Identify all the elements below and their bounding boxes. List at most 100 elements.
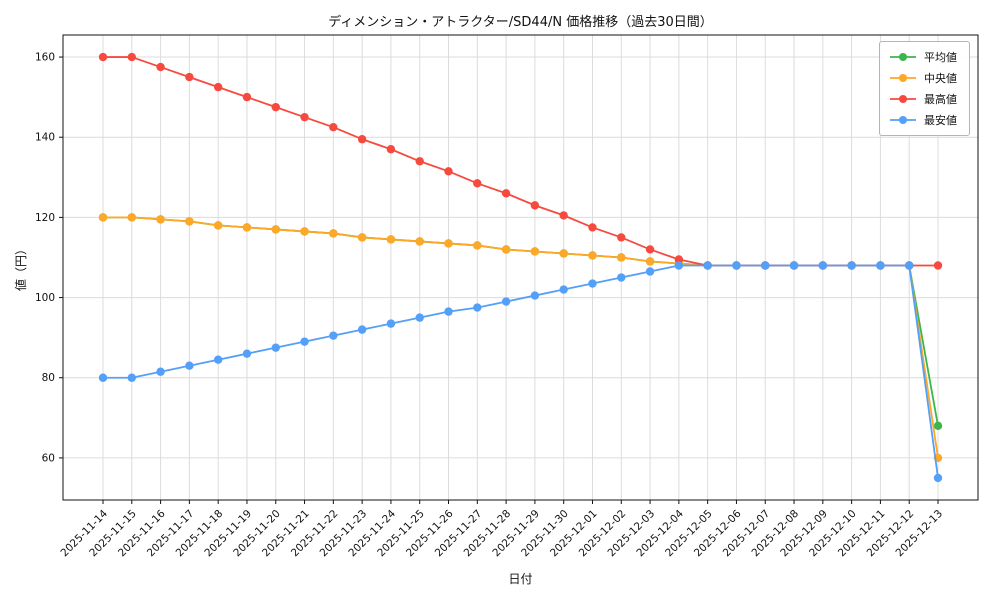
legend-label-mean: 平均値 — [924, 51, 957, 64]
data-point-median — [329, 229, 338, 238]
data-point-max — [473, 179, 482, 188]
legend: 平均値中央値最高値最安値 — [879, 41, 970, 136]
data-point-median — [588, 251, 597, 260]
data-point-min — [357, 325, 367, 334]
legend-item-min: 最安値 — [889, 112, 957, 128]
legend-item-median: 中央値 — [889, 70, 957, 86]
data-point-min — [386, 319, 396, 328]
legend-item-mean: 平均値 — [889, 49, 957, 65]
y-tick-label: 60 — [42, 452, 55, 464]
data-point-max — [386, 145, 396, 154]
data-point-median — [559, 249, 568, 258]
series-mean — [98, 213, 943, 431]
x-axis-label: 日付 — [508, 572, 533, 586]
legend-marker-median-icon — [890, 74, 916, 82]
data-point-min — [415, 313, 424, 322]
data-point-min — [933, 473, 943, 483]
data-point-max — [674, 255, 684, 264]
y-axis-label: 値（円） — [14, 243, 28, 292]
data-point-median — [444, 239, 453, 248]
data-point-max — [530, 201, 540, 210]
data-point-max — [933, 261, 943, 270]
data-point-min — [501, 297, 511, 306]
legend-label-median: 中央値 — [924, 72, 957, 85]
data-point-min — [271, 343, 280, 352]
data-point-max — [617, 233, 626, 242]
data-point-min — [156, 367, 165, 376]
data-point-median — [213, 221, 223, 230]
y-tick-label: 80 — [42, 372, 55, 384]
data-point-min — [645, 267, 655, 276]
data-point-max — [213, 82, 223, 92]
y-tick-label: 160 — [35, 52, 55, 64]
data-point-max — [444, 167, 453, 176]
y-tick-label: 100 — [35, 292, 55, 304]
series-line-median — [103, 216, 939, 459]
data-point-median — [185, 217, 194, 226]
data-point-max — [559, 211, 568, 220]
data-point-min — [905, 261, 914, 270]
legend-item-max: 最高値 — [889, 91, 957, 107]
series-line-mean — [103, 216, 939, 426]
data-point-median — [386, 235, 396, 244]
gridlines — [63, 35, 978, 500]
data-point-min — [703, 261, 712, 270]
data-point-min — [444, 307, 453, 316]
data-point-min — [674, 261, 684, 270]
series-max — [98, 52, 943, 270]
legend-marker-min-icon — [890, 116, 916, 124]
data-point-min — [617, 273, 626, 282]
data-point-median — [530, 247, 540, 256]
data-point-max — [329, 122, 338, 132]
data-point-max — [156, 62, 165, 72]
data-point-median — [645, 257, 655, 266]
plot-border — [62, 34, 979, 501]
data-point-min — [789, 261, 799, 270]
series-median — [98, 213, 943, 463]
data-point-median — [127, 213, 136, 222]
legend-label-min: 最安値 — [924, 114, 957, 127]
data-point-median — [156, 215, 165, 224]
data-point-min — [530, 291, 540, 300]
data-point-min — [213, 355, 223, 364]
data-point-min — [818, 261, 828, 270]
data-point-median — [617, 253, 626, 262]
axes — [59, 34, 979, 504]
data-point-max — [357, 135, 367, 144]
data-point-median — [98, 213, 108, 222]
data-point-median — [501, 245, 511, 254]
data-point-max — [242, 92, 252, 102]
data-point-min — [559, 285, 568, 294]
data-point-max — [127, 52, 136, 62]
data-point-min — [876, 261, 885, 270]
data-point-min — [127, 373, 136, 382]
data-point-max — [645, 245, 655, 254]
y-tick-label: 120 — [35, 212, 55, 224]
data-point-median — [415, 237, 424, 246]
data-point-min — [329, 331, 338, 340]
data-point-median — [242, 223, 252, 232]
data-point-median — [357, 233, 367, 242]
data-point-max — [271, 102, 280, 112]
data-point-min — [761, 261, 770, 270]
series-line-min — [103, 264, 939, 479]
legend-marker-mean-icon — [890, 53, 916, 61]
series-min — [98, 261, 943, 483]
data-point-max — [588, 223, 597, 232]
legend-label-max: 最高値 — [924, 93, 957, 106]
data-point-min — [732, 261, 741, 270]
data-point-min — [847, 261, 856, 270]
data-point-min — [242, 349, 252, 358]
data-point-min — [185, 361, 194, 370]
data-point-min — [473, 303, 482, 312]
data-point-max — [501, 189, 511, 198]
legend-marker-max-icon — [890, 95, 916, 103]
data-point-mean — [933, 421, 943, 431]
data-point-min — [300, 337, 309, 346]
data-point-max — [300, 112, 309, 122]
data-point-median — [271, 225, 280, 234]
data-point-median — [300, 227, 309, 236]
data-point-max — [415, 157, 424, 166]
